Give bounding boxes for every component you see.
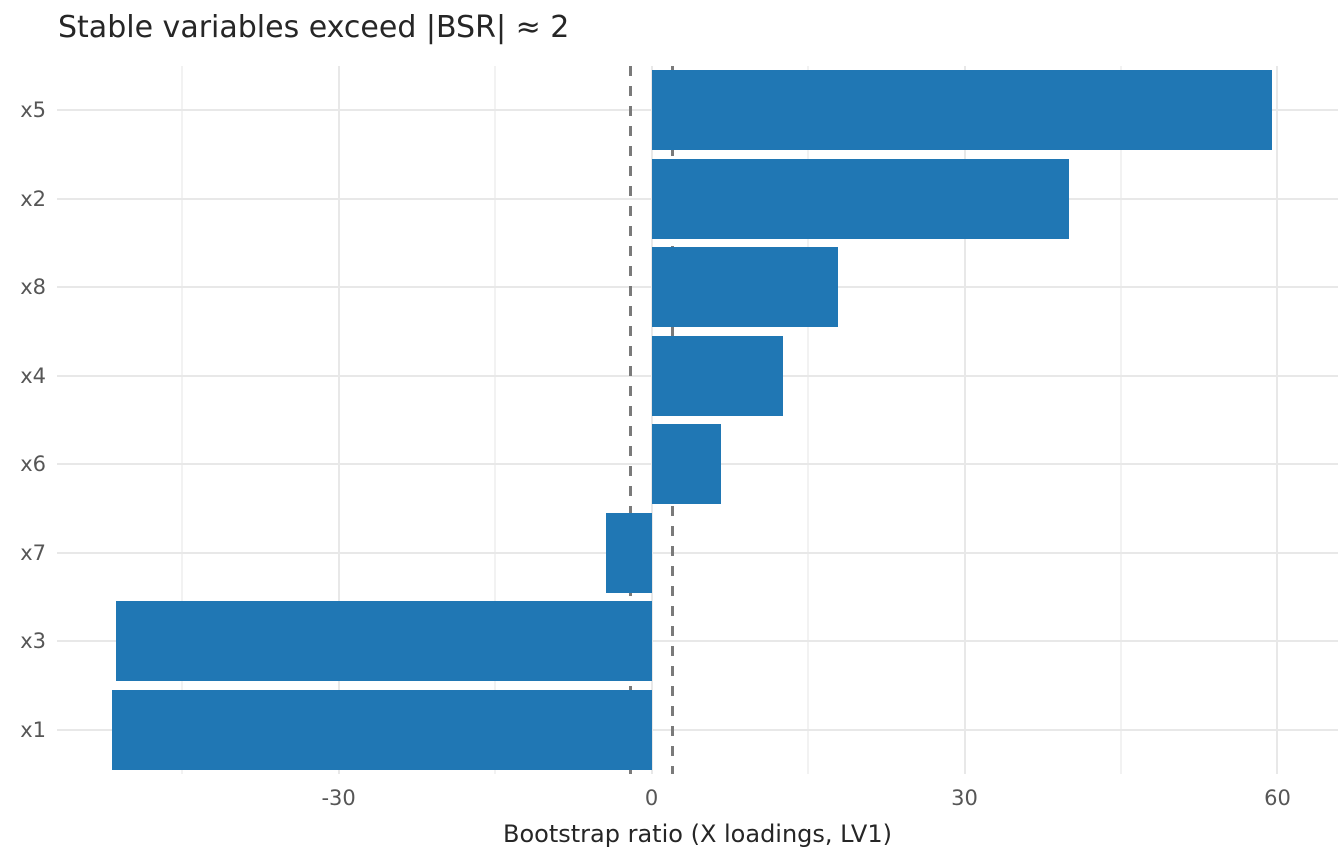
chart-title: Stable variables exceed |BSR| ≈ 2 (58, 10, 570, 45)
x-tick-label-30: 30 (951, 786, 978, 810)
gridline-y-x3 (57, 640, 1338, 643)
x-tick-label--30: -30 (321, 786, 356, 810)
y-tick-label-x6: x6 (20, 452, 46, 477)
plot-panel (57, 66, 1338, 774)
gridline-minor-x-15 (494, 66, 496, 774)
gridline-major-x60 (1276, 66, 1279, 774)
y-tick-label-x2: x2 (20, 186, 46, 211)
y-tick-label-x8: x8 (20, 275, 46, 300)
gridline-major-x0 (650, 66, 653, 774)
gridline-y-x1 (57, 728, 1338, 731)
bar-x2 (651, 158, 1069, 239)
x-axis-title: Bootstrap ratio (X loadings, LV1) (503, 820, 892, 848)
gridline-minor-x-45 (181, 66, 183, 774)
y-tick-label-x7: x7 (20, 540, 46, 565)
reference-line-x2 (670, 66, 674, 774)
y-tick-label-x4: x4 (20, 363, 46, 388)
gridline-major-x30 (963, 66, 966, 774)
gridline-minor-x15 (807, 66, 809, 774)
y-tick-label-x1: x1 (20, 717, 46, 742)
reference-line-x-2 (629, 66, 633, 774)
gridline-major-x-30 (337, 66, 340, 774)
x-tick-label-0: 0 (644, 786, 659, 810)
bar-x3 (116, 601, 652, 682)
x-tick-label-60: 60 (1264, 786, 1291, 810)
bar-x7 (605, 512, 652, 593)
bar-x8 (651, 247, 839, 328)
bar-x5 (651, 70, 1273, 151)
gridline-y-x7 (57, 551, 1338, 554)
bar-x6 (651, 424, 722, 505)
gridline-minor-x45 (1120, 66, 1122, 774)
bar-x4 (651, 335, 784, 416)
y-tick-label-x5: x5 (20, 98, 46, 123)
bar-x1 (112, 689, 652, 770)
y-tick-label-x3: x3 (20, 629, 46, 654)
